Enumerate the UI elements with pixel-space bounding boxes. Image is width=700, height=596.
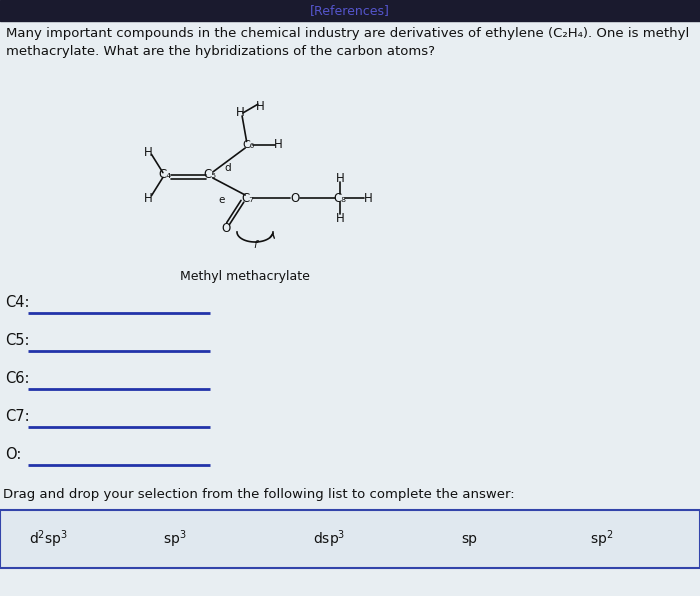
- Text: O: O: [221, 222, 230, 234]
- Bar: [0, 0, 700, 21]
- Text: C₆: C₆: [242, 140, 254, 150]
- Text: sp: sp: [461, 532, 477, 546]
- Text: H: H: [144, 145, 153, 159]
- Text: Many important compounds in the chemical industry are derivatives of ethylene (C: Many important compounds in the chemical…: [6, 27, 689, 40]
- FancyBboxPatch shape: [0, 510, 700, 568]
- Text: H: H: [335, 172, 344, 185]
- Text: O: O: [290, 191, 300, 204]
- Text: sp$^2$: sp$^2$: [590, 528, 614, 550]
- Text: H: H: [363, 191, 372, 204]
- Text: H: H: [144, 191, 153, 204]
- Text: Drag and drop your selection from the following list to complete the answer:: Drag and drop your selection from the fo…: [3, 488, 514, 501]
- Text: C₅: C₅: [204, 169, 216, 182]
- Text: C₄: C₄: [158, 169, 172, 182]
- Text: Methyl methacrylate: Methyl methacrylate: [180, 270, 310, 283]
- Text: C4:: C4:: [5, 295, 29, 310]
- Text: C5:: C5:: [5, 333, 29, 348]
- Text: dsp$^3$: dsp$^3$: [313, 528, 345, 550]
- Text: d: d: [225, 163, 231, 173]
- Text: H: H: [274, 138, 282, 151]
- Text: [References]: [References]: [310, 4, 390, 17]
- Text: H: H: [236, 107, 244, 120]
- Text: sp$^3$: sp$^3$: [163, 528, 187, 550]
- Text: C₈: C₈: [334, 191, 346, 204]
- Text: e: e: [219, 195, 225, 205]
- Text: H: H: [256, 100, 265, 113]
- Text: C6:: C6:: [5, 371, 29, 386]
- Text: d$^2$sp$^3$: d$^2$sp$^3$: [29, 528, 69, 550]
- Text: methacrylate. What are the hybridizations of the carbon atoms?: methacrylate. What are the hybridization…: [6, 45, 435, 58]
- Text: f: f: [253, 240, 257, 250]
- Text: C₇: C₇: [241, 191, 255, 204]
- Text: C7:: C7:: [5, 409, 29, 424]
- Text: H: H: [335, 212, 344, 225]
- Text: O:: O:: [5, 447, 22, 462]
